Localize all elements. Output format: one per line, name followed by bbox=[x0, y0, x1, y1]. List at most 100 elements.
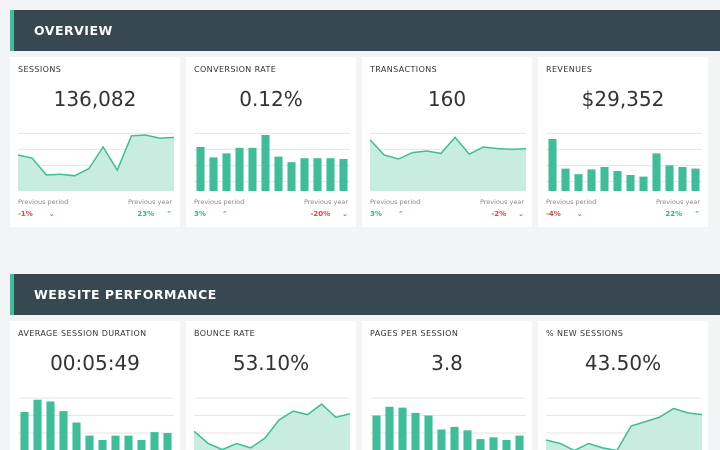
metric-card-bounce-rate[interactable]: BOUNCE RATE 53.10% bbox=[186, 321, 356, 450]
chart-bar bbox=[476, 439, 485, 450]
previous-year-label: Previous year bbox=[127, 198, 172, 206]
chart-bar bbox=[196, 147, 205, 191]
bar-chart bbox=[18, 397, 174, 450]
chart-bar bbox=[574, 174, 583, 191]
change-value: -1% bbox=[18, 210, 33, 218]
previous-period-change: -1% ⌄ bbox=[18, 210, 55, 218]
chart-bar bbox=[111, 435, 120, 450]
chart-bar bbox=[222, 153, 231, 191]
chart-area bbox=[194, 404, 350, 450]
chart-bar bbox=[678, 167, 687, 191]
chart-bar bbox=[235, 147, 244, 191]
card-title: PAGES PER SESSION bbox=[370, 329, 459, 338]
chart-bar bbox=[209, 157, 218, 191]
change-value: 3% bbox=[194, 210, 206, 218]
card-value: 160 bbox=[427, 87, 467, 111]
card-value: 136,082 bbox=[53, 87, 137, 111]
previous-period-change: 3% ⌃ bbox=[370, 210, 404, 218]
card-title: BOUNCE RATE bbox=[194, 329, 256, 338]
change-value: 23% bbox=[137, 210, 155, 218]
chart-bar bbox=[548, 139, 557, 191]
card-value: $29,352 bbox=[581, 87, 665, 111]
bar-chart bbox=[546, 132, 702, 191]
card-title: % NEW SESSIONS bbox=[546, 329, 624, 338]
chevron-down-icon: ⌄ bbox=[576, 210, 583, 218]
card-title: TRANSACTIONS bbox=[370, 65, 438, 74]
chevron-up-icon: ⌃ bbox=[166, 210, 172, 218]
card-title: CONVERSION RATE bbox=[194, 65, 277, 74]
metric-card-revenues[interactable]: REVENUES $29,352 Previous period Previou… bbox=[538, 57, 708, 227]
chevron-down-icon: ⌄ bbox=[48, 210, 55, 218]
chart-bar bbox=[424, 415, 433, 450]
chart-bar bbox=[372, 415, 381, 450]
change-value: -20% bbox=[310, 210, 331, 218]
chart-bar bbox=[502, 440, 511, 450]
chart-bar bbox=[313, 158, 322, 191]
chart-bar bbox=[587, 169, 596, 191]
chart-bar bbox=[98, 440, 107, 450]
chart-bar bbox=[600, 167, 609, 191]
chart-bar bbox=[691, 168, 700, 191]
chart-bar bbox=[398, 407, 407, 450]
chart-bar bbox=[137, 440, 146, 450]
chart-line bbox=[18, 134, 174, 177]
chart-bar bbox=[463, 430, 472, 450]
chart-bar bbox=[450, 426, 459, 450]
previous-period-change: 3% ⌃ bbox=[194, 210, 228, 218]
card-value: 00:05:49 bbox=[50, 351, 140, 375]
chart-bar bbox=[561, 168, 570, 191]
chart-bar bbox=[33, 399, 42, 450]
chart-bar bbox=[150, 432, 159, 450]
card-value: 43.50% bbox=[584, 351, 662, 375]
previous-period-label: Previous period bbox=[18, 198, 69, 206]
previous-period-label: Previous period bbox=[370, 198, 421, 206]
chart-line bbox=[370, 136, 526, 160]
card-value: 0.12% bbox=[239, 87, 303, 111]
change-value: 22% bbox=[665, 210, 683, 218]
chart-area bbox=[18, 135, 174, 191]
card-value: 3.8 bbox=[431, 351, 463, 375]
previous-year-change: 22% ⌃ bbox=[665, 210, 700, 218]
previous-year-label: Previous year bbox=[303, 198, 348, 206]
chart-bar bbox=[248, 147, 257, 191]
card-title: SESSIONS bbox=[18, 65, 62, 74]
chart-bar bbox=[626, 175, 635, 191]
card-title: AVERAGE SESSION DURATION bbox=[18, 329, 147, 338]
chart-bar bbox=[326, 158, 335, 191]
metric-card-average-session-duration[interactable]: AVERAGE SESSION DURATION 00:05:49 bbox=[10, 321, 180, 450]
metric-card-new-sessions[interactable]: % NEW SESSIONS 43.50% bbox=[538, 321, 708, 450]
chart-line bbox=[194, 403, 350, 450]
chevron-up-icon: ⌃ bbox=[694, 210, 700, 218]
chart-bar bbox=[261, 135, 270, 191]
chart-bar bbox=[287, 162, 296, 191]
card-value: 53.10% bbox=[232, 351, 310, 375]
chart-bar bbox=[124, 435, 133, 450]
chevron-up-icon: ⌃ bbox=[221, 210, 228, 218]
section-header-overview: OVERVIEW bbox=[10, 10, 720, 51]
sparkline-chart bbox=[18, 132, 174, 191]
previous-year-label: Previous year bbox=[655, 198, 700, 206]
section-title: WEBSITE PERFORMANCE bbox=[34, 287, 217, 302]
chart-bar bbox=[85, 435, 94, 450]
metric-card-transactions[interactable]: TRANSACTIONS 160 Previous period Previou… bbox=[362, 57, 532, 227]
bar-chart bbox=[194, 132, 350, 191]
chart-area bbox=[546, 408, 702, 450]
section-header-website-performance: WEBSITE PERFORMANCE bbox=[10, 274, 720, 315]
chart-line bbox=[546, 407, 702, 450]
metric-card-pages-per-session[interactable]: PAGES PER SESSION 3.8 bbox=[362, 321, 532, 450]
sparkline-chart bbox=[194, 397, 350, 450]
previous-year-change: -20% ⌄ bbox=[310, 210, 348, 218]
chart-bar bbox=[411, 412, 420, 450]
chart-bar bbox=[59, 411, 68, 450]
metric-card-conversion-rate[interactable]: CONVERSION RATE 0.12% Previous period Pr… bbox=[186, 57, 356, 227]
section-title: OVERVIEW bbox=[34, 23, 113, 38]
chart-bar bbox=[515, 435, 524, 450]
change-value: -4% bbox=[546, 210, 561, 218]
chart-bar bbox=[339, 159, 348, 191]
chart-area bbox=[370, 137, 526, 191]
previous-period-label: Previous period bbox=[546, 198, 597, 206]
chart-bar bbox=[46, 401, 55, 450]
chart-bar bbox=[489, 437, 498, 450]
change-value: -2% bbox=[491, 210, 507, 218]
metric-card-sessions[interactable]: SESSIONS 136,082 Previous period Previou… bbox=[10, 57, 180, 227]
